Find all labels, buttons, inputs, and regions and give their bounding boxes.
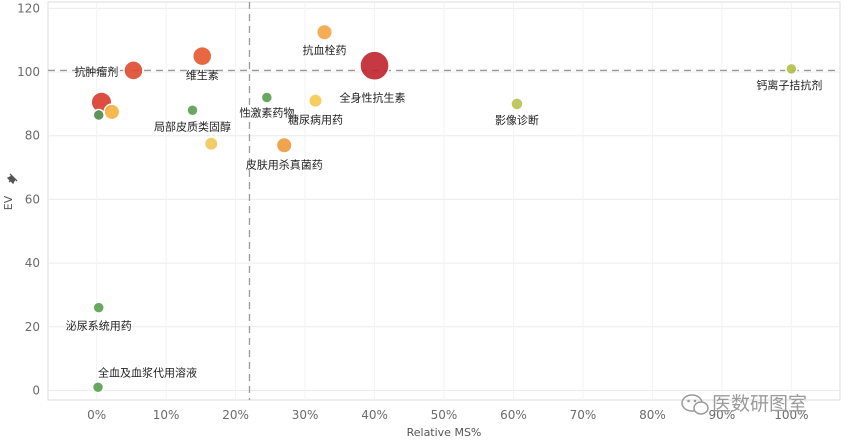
x-tick-label: 40%	[361, 408, 388, 422]
reference-lines	[48, 2, 840, 400]
data-label: 维生素	[186, 68, 219, 82]
x-tick-label: 80%	[639, 408, 666, 422]
gridlines	[48, 2, 840, 400]
x-axis-title: Relative MS%	[407, 426, 482, 439]
y-tick-label: 20	[25, 320, 40, 334]
bubble[interactable]	[103, 103, 121, 121]
y-tick-label: 0	[32, 383, 40, 397]
data-label: 局部皮质类固醇	[154, 119, 231, 133]
bubble[interactable]	[785, 62, 798, 76]
x-tick-label: 0%	[87, 408, 106, 422]
data-label: 糖尿病用药	[288, 113, 343, 127]
data-label: 影像诊断	[495, 113, 539, 127]
bubble[interactable]	[203, 136, 219, 152]
y-tick-label: 80	[25, 129, 40, 143]
x-tick-label: 10%	[153, 408, 180, 422]
data-label: 抗血栓药	[303, 43, 347, 57]
data-label: 钙离子拮抗剂	[756, 78, 822, 92]
bubble[interactable]	[92, 301, 105, 314]
x-tick-label: 70%	[570, 408, 597, 422]
x-tick-label: 30%	[292, 408, 319, 422]
y-tick-label: 100	[17, 65, 40, 79]
watermark: 医数研图室	[681, 393, 807, 415]
bubbles	[90, 23, 798, 394]
bubble[interactable]	[275, 136, 293, 154]
x-tick-label: 60%	[500, 408, 527, 422]
data-label: 泌尿系统用药	[66, 320, 132, 333]
data-label: 全血及血浆代用溶液	[98, 365, 197, 379]
data-label: 皮肤用杀真菌药	[246, 157, 323, 171]
chat-bubble-icon	[681, 394, 709, 415]
data-label: 全身性抗生素	[340, 91, 406, 105]
bubble[interactable]	[359, 50, 390, 81]
y-tick-label: 120	[17, 1, 40, 15]
pin-icon[interactable]	[6, 173, 18, 185]
bubble[interactable]	[186, 104, 199, 117]
y-tick-label: 40	[25, 256, 40, 270]
x-axis-ticks: 0% 10% 20% 30% 40% 50% 60% 70% 80% 90% 100%	[87, 408, 808, 422]
bubble[interactable]	[191, 45, 213, 67]
x-tick-label: 50%	[431, 408, 458, 422]
y-tick-label: 60	[25, 192, 40, 206]
bubble[interactable]	[307, 93, 323, 109]
y-axis-title-group: EV	[2, 195, 15, 210]
y-axis-title: EV	[2, 195, 15, 210]
bubble[interactable]	[260, 91, 274, 104]
y-axis-ticks: 0 20 40 60 80 100 120	[17, 1, 40, 397]
watermark-text: 医数研图室	[712, 393, 807, 415]
bubble[interactable]	[123, 60, 144, 81]
x-tick-label: 90%	[709, 408, 736, 422]
bubble[interactable]	[315, 23, 334, 41]
x-tick-label: 20%	[222, 408, 249, 422]
bubble[interactable]	[510, 97, 524, 111]
data-label: 性激素药物	[239, 106, 294, 120]
x-tick-label: 100%	[774, 408, 808, 422]
bubble[interactable]	[91, 381, 105, 394]
bubble[interactable]	[92, 108, 105, 122]
data-label: 抗肿瘤剂	[74, 64, 118, 78]
